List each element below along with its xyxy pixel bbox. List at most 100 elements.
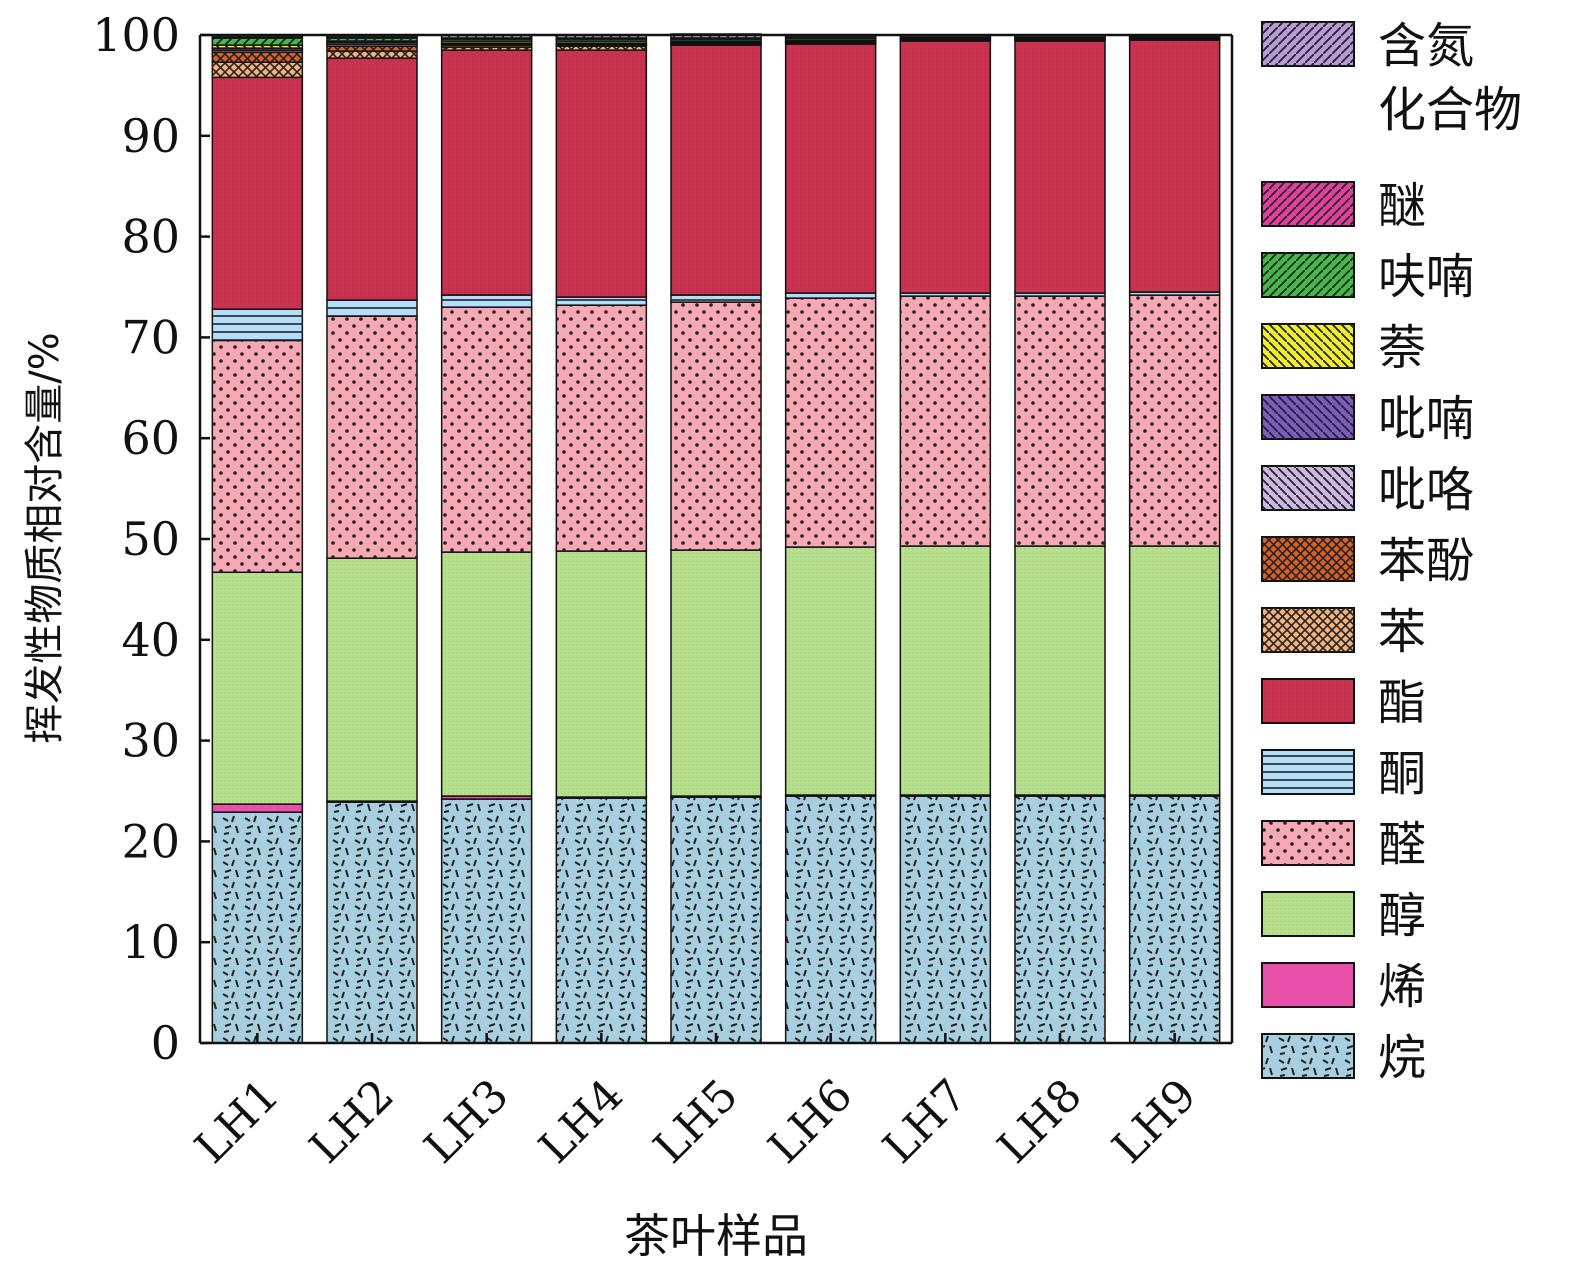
legend-swatch-pattern [1262,253,1354,297]
bar-segment-pattern [556,46,647,51]
legend-label: 醇 [1378,888,1426,944]
bar-segment-pattern [441,47,532,51]
y-tick-label: 60 [121,411,180,465]
y-tick-label: 50 [121,512,180,566]
bar-segment-pattern [1015,296,1105,547]
bar-segment-pattern [556,305,647,552]
y-tick-label: 70 [121,310,180,364]
bar-segment-pattern [1129,546,1220,796]
bar-segment-pattern [671,295,761,303]
bar-segment-pattern [1129,295,1220,547]
bar-segment-pattern [327,558,417,802]
x-tick-label: LH6 [759,1070,863,1174]
x-tick-label: LH7 [873,1070,977,1174]
x-tick-label: LH3 [415,1070,519,1174]
bar-segment-pattern [671,302,761,551]
bar-segment-pattern [1129,292,1220,296]
legend-label: 呋喃 [1378,249,1474,305]
y-tick-label: 40 [121,613,180,667]
bar-segment-pattern [1129,796,1220,1043]
legend-swatch-pattern [1262,182,1354,226]
bar-segment-pattern [1015,41,1105,294]
x-tick-label: LH4 [529,1070,633,1174]
legend-swatch-pattern [1262,1034,1354,1078]
legend-label: 苯酚 [1378,533,1474,589]
y-tick-label: 10 [121,915,180,969]
bar-segment-pattern [212,62,303,78]
legend-label: 萘 [1378,320,1426,376]
legend-label: 化合物 [1378,82,1522,138]
bar-segment-pattern [327,802,417,1043]
y-axis: 0 10 20 30 40 50 60 70 80 90 100 [92,8,1234,1070]
bar-segment-pattern [441,307,532,553]
bar-segment-pattern [212,572,303,805]
y-tick-label: 20 [121,814,180,868]
y-tick-label: 80 [121,210,180,264]
bar-segment-pattern [900,796,991,1043]
bar-segment-pattern [212,340,303,573]
legend-swatch-pattern [1262,892,1354,936]
bar-segment-pattern [441,799,532,1043]
x-axis-label: 茶叶样品 [624,1209,808,1263]
x-tick-label: LH9 [1103,1070,1207,1174]
bar-segment-pattern [327,51,417,59]
legend-swatch-pattern [1262,22,1354,66]
bar-segment-pattern [327,38,417,42]
bar-segment-pattern [671,550,761,797]
bar-segment-pattern [212,38,303,46]
legend-label: 醛 [1378,817,1426,873]
y-axis-label: 挥发性物质相对含量/% [22,332,68,743]
y-tick-label: 0 [151,1016,180,1070]
bar-segment-pattern [212,812,303,1043]
legend-label: 酯 [1378,675,1426,731]
bar-segment-pattern [1015,796,1105,1043]
bar-segment-pattern [212,309,303,341]
bar-segment-pattern [1015,546,1105,796]
y-tick-label: 90 [121,109,180,163]
bar-segment-pattern [441,50,532,296]
legend-label: 吡喃 [1378,391,1474,447]
legend-swatch-pattern [1262,537,1354,581]
legend-swatch-pattern [1262,395,1354,439]
legend-label: 酮 [1378,746,1426,802]
bar-segment-pattern [212,77,303,310]
bar-segment-pattern [441,35,532,39]
x-tick-label: LH8 [988,1070,1092,1174]
x-tick-label: LH2 [300,1070,404,1174]
legend-label: 烷 [1378,1030,1426,1086]
bar-segment-pattern [785,44,876,294]
bar-segment-pattern [556,50,647,298]
legend-swatch [1261,962,1355,1008]
bar-segment-pattern [785,293,876,299]
bar-segment-pattern [671,45,761,296]
legend-label: 醚 [1378,178,1426,234]
y-tick-label: 100 [92,8,180,62]
bar-segment-pattern [671,797,761,1043]
x-axis: LH1 LH2 LH3 LH4 LH5 LH6 LH7 LH8 LH9 [185,1033,1232,1173]
bar-segment-pattern [900,41,991,294]
bar-segment-pattern [327,316,417,559]
bars-layer [211,33,1221,1044]
bar-segment-pattern [327,46,417,52]
legend-swatch-pattern [1262,324,1354,368]
bar-segment-pattern [785,796,876,1043]
bar-segment-pattern [900,296,991,547]
x-tick-label: LH1 [185,1070,289,1174]
bar-segment-pattern [1129,40,1220,293]
bar-segment-pattern [441,295,532,308]
bar-segment-pattern [900,546,991,796]
legend-label: 含氮 [1378,18,1474,74]
legend-swatch-pattern [1262,821,1354,865]
bar-segment-pattern [900,293,991,297]
bar-segment-pattern [556,297,647,306]
legend-label: 烯 [1378,959,1426,1015]
legend-swatch-pattern [1262,679,1354,723]
bar-segment-pattern [212,45,303,49]
bar-segment-pattern [556,35,647,39]
bar-segment-pattern [556,551,647,798]
x-tick-label: LH5 [644,1070,748,1174]
legend-swatch-pattern [1262,466,1354,510]
y-tick-label: 30 [121,714,180,768]
